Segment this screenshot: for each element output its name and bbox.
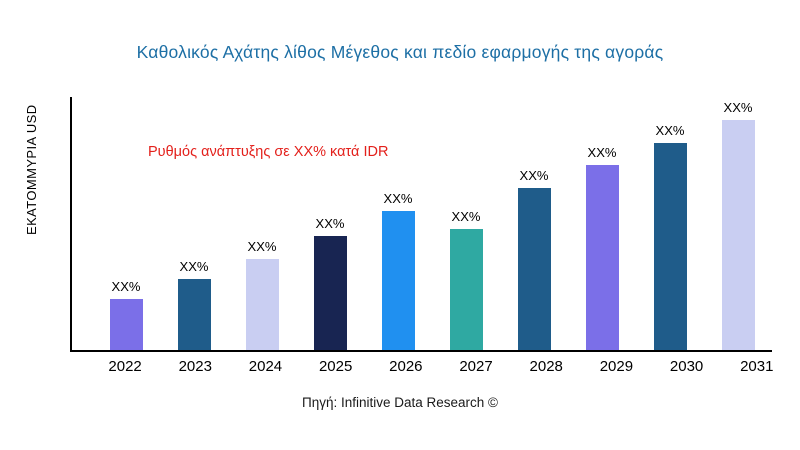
- x-tick-2025: 2025: [318, 358, 353, 375]
- bars-container: XX% XX% XX% XX% XX% XX% XX% XX% XX% XX%: [72, 97, 772, 350]
- x-tick-2031: 2031: [740, 358, 774, 375]
- bar-2031: [721, 119, 755, 350]
- bar-slot-2025: XX%: [296, 97, 364, 350]
- x-tick-2027: 2027: [459, 358, 493, 375]
- x-tick-2028: 2028: [529, 358, 563, 375]
- growth-rate-annotation: Ρυθμός ανάπτυξης σε XX% κατά IDR: [148, 144, 389, 160]
- bar-slot-2027: XX%: [432, 97, 500, 350]
- y-axis-label: ΕΚΑΤΟΜΜΥΡΙΑ USD: [24, 104, 39, 236]
- bar-2025: [313, 236, 347, 350]
- bar-slot-2024: XX%: [228, 97, 296, 350]
- x-axis: 2022 2023 2024 2025 2026 2027 2028 2029 2030 2031: [70, 358, 792, 375]
- chart-title: Καθολικός Αχάτης λίθος Μέγεθος και πεδίο…: [136, 42, 664, 62]
- x-tick-2024: 2024: [248, 358, 283, 375]
- bar-slot-2023: XX%: [160, 97, 228, 350]
- bar-value-label-2028: XX%: [519, 168, 549, 184]
- bar-2029: [585, 165, 619, 350]
- bar-slot-2029: XX%: [568, 97, 636, 350]
- bar-2024: [245, 258, 279, 350]
- bar-value-label-2024: XX%: [247, 238, 277, 254]
- bar-slot-2026: XX%: [364, 97, 432, 350]
- bar-value-label-2027: XX%: [451, 208, 481, 224]
- bar-value-label-2025: XX%: [315, 216, 345, 232]
- bar-2026: [381, 210, 415, 350]
- bar-slot-2028: XX%: [500, 97, 568, 350]
- bar-value-label-2030: XX%: [655, 122, 685, 138]
- plot-area: XX% XX% XX% XX% XX% XX% XX% XX% XX% XX%: [70, 97, 772, 352]
- x-tick-2026: 2026: [389, 358, 423, 375]
- bar-2027: [449, 228, 483, 350]
- bar-value-label-2029: XX%: [587, 145, 617, 161]
- source-caption: Πηγή: Infinitive Data Research ©: [301, 395, 499, 410]
- x-tick-2030: 2030: [669, 358, 704, 375]
- bar-value-label-2023: XX%: [179, 259, 209, 275]
- bar-slot-2031: XX%: [704, 97, 772, 350]
- x-tick-2023: 2023: [178, 358, 212, 375]
- bar-slot-2022: XX%: [92, 97, 160, 350]
- x-tick-2022: 2022: [108, 358, 142, 375]
- bar-value-label-2031: XX%: [723, 99, 753, 115]
- bar-2022: [109, 299, 143, 350]
- bar-2030: [653, 142, 687, 350]
- x-tick-2029: 2029: [599, 358, 634, 375]
- bar-value-label-2026: XX%: [383, 190, 413, 206]
- bar-2028: [517, 188, 551, 350]
- bar-2023: [177, 279, 211, 350]
- bar-value-label-2022: XX%: [111, 279, 141, 295]
- bar-slot-2030: XX%: [636, 97, 704, 350]
